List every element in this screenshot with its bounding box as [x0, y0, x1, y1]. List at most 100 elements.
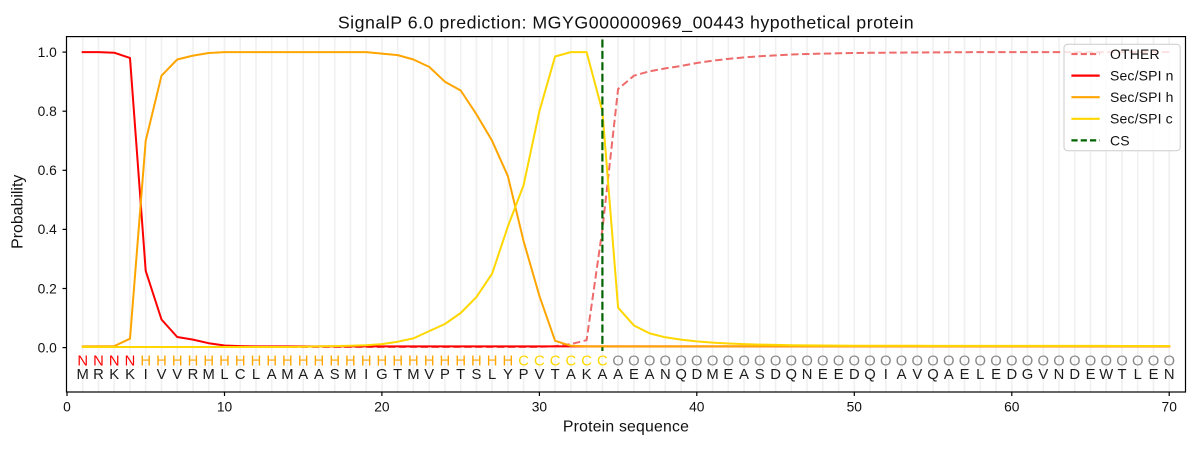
svg-text:R: R — [188, 367, 199, 383]
svg-text:O: O — [738, 354, 750, 370]
svg-text:10: 10 — [217, 400, 233, 415]
svg-text:A: A — [944, 367, 954, 383]
svg-text:K: K — [109, 367, 119, 383]
svg-text:Q: Q — [786, 367, 798, 383]
svg-text:H: H — [455, 354, 466, 370]
svg-text:0.8: 0.8 — [38, 104, 58, 119]
svg-text:Q: Q — [864, 367, 876, 383]
svg-text:O: O — [628, 354, 640, 370]
svg-text:P: P — [440, 367, 450, 383]
svg-text:H: H — [392, 354, 403, 370]
svg-text:SignalP 6.0 prediction: MGYG00: SignalP 6.0 prediction: MGYG000000969_00… — [338, 12, 914, 33]
svg-text:M: M — [407, 367, 419, 383]
svg-text:H: H — [361, 354, 372, 370]
svg-text:T: T — [551, 367, 560, 383]
svg-text:M: M — [706, 367, 718, 383]
svg-text:50: 50 — [847, 400, 863, 415]
svg-text:O: O — [927, 354, 939, 370]
svg-text:O: O — [990, 354, 1002, 370]
svg-text:I: I — [884, 367, 888, 383]
svg-text:H: H — [503, 354, 514, 370]
svg-text:D: D — [770, 367, 781, 383]
svg-text:N: N — [125, 354, 136, 370]
svg-text:H: H — [282, 354, 293, 370]
svg-text:0.0: 0.0 — [38, 340, 58, 355]
svg-text:T: T — [393, 367, 402, 383]
svg-text:Probability: Probability — [10, 175, 27, 249]
svg-text:H: H — [219, 354, 230, 370]
svg-text:E: E — [723, 367, 733, 383]
svg-text:L: L — [488, 367, 496, 383]
svg-text:Sec/SPI h: Sec/SPI h — [1110, 89, 1174, 105]
svg-text:O: O — [1022, 354, 1034, 370]
svg-text:L: L — [976, 367, 984, 383]
svg-text:V: V — [1038, 367, 1048, 383]
svg-text:V: V — [157, 367, 167, 383]
svg-text:O: O — [1038, 354, 1050, 370]
svg-text:I: I — [364, 367, 368, 383]
svg-text:H: H — [188, 354, 199, 370]
svg-text:A: A — [739, 367, 749, 383]
svg-text:CS: CS — [1110, 132, 1130, 148]
svg-text:H: H — [251, 354, 262, 370]
svg-text:O: O — [660, 354, 672, 370]
svg-text:O: O — [880, 354, 892, 370]
svg-text:C: C — [518, 354, 529, 370]
svg-text:N: N — [77, 354, 88, 370]
svg-text:A: A — [613, 367, 623, 383]
svg-text:C: C — [550, 354, 561, 370]
svg-text:D: D — [1006, 367, 1017, 383]
svg-text:O: O — [896, 354, 908, 370]
svg-text:R: R — [93, 367, 104, 383]
svg-text:N: N — [1054, 367, 1065, 383]
svg-text:0.2: 0.2 — [38, 281, 57, 296]
svg-text:L: L — [220, 367, 228, 383]
svg-text:H: H — [298, 354, 309, 370]
svg-text:N: N — [660, 367, 671, 383]
svg-text:H: H — [235, 354, 246, 370]
svg-text:Sec/SPI c: Sec/SPI c — [1110, 111, 1173, 127]
svg-text:Y: Y — [503, 367, 513, 383]
svg-text:H: H — [471, 354, 482, 370]
svg-text:H: H — [314, 354, 325, 370]
svg-text:L: L — [1134, 367, 1142, 383]
svg-text:O: O — [864, 354, 876, 370]
svg-text:Q: Q — [927, 367, 939, 383]
svg-text:H: H — [408, 354, 419, 370]
svg-text:K: K — [582, 367, 592, 383]
svg-text:S: S — [471, 367, 481, 383]
svg-text:O: O — [754, 354, 766, 370]
svg-text:O: O — [849, 354, 861, 370]
svg-text:E: E — [818, 367, 828, 383]
svg-text:T: T — [1117, 367, 1126, 383]
svg-text:G: G — [376, 367, 388, 383]
svg-text:A: A — [566, 367, 576, 383]
svg-text:H: H — [203, 354, 214, 370]
svg-text:M: M — [77, 367, 89, 383]
svg-text:1.0: 1.0 — [38, 45, 58, 60]
svg-text:N: N — [109, 354, 120, 370]
svg-text:O: O — [801, 354, 813, 370]
svg-text:I: I — [144, 367, 148, 383]
svg-text:E: E — [629, 367, 639, 383]
svg-text:S: S — [755, 367, 765, 383]
svg-text:O: O — [1132, 354, 1144, 370]
svg-text:0.6: 0.6 — [38, 163, 58, 178]
svg-text:O: O — [691, 354, 703, 370]
svg-text:H: H — [329, 354, 340, 370]
svg-text:0: 0 — [63, 400, 71, 415]
svg-text:H: H — [424, 354, 435, 370]
svg-text:Protein sequence: Protein sequence — [563, 419, 689, 436]
svg-text:70: 70 — [1162, 400, 1178, 415]
svg-text:O: O — [770, 354, 782, 370]
svg-text:A: A — [897, 367, 907, 383]
svg-text:G: G — [1022, 367, 1034, 383]
svg-text:A: A — [267, 367, 277, 383]
svg-text:M: M — [203, 367, 215, 383]
svg-text:O: O — [912, 354, 924, 370]
svg-text:D: D — [691, 367, 702, 383]
svg-text:60: 60 — [1004, 400, 1020, 415]
svg-text:Q: Q — [675, 367, 687, 383]
svg-text:H: H — [440, 354, 451, 370]
svg-text:Sec/SPI n: Sec/SPI n — [1110, 68, 1174, 84]
